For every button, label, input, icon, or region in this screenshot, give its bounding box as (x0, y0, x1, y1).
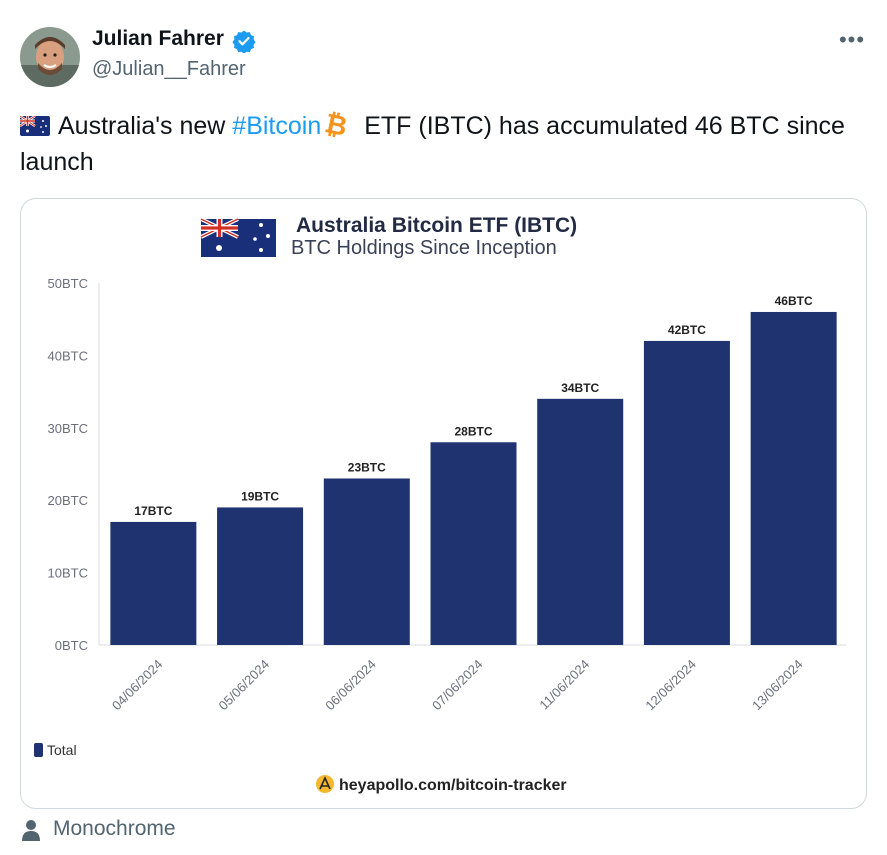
bar (750, 311, 837, 645)
bar-data-label: 34BTC (561, 381, 599, 395)
x-tick-label: 06/06/2024 (322, 657, 379, 714)
source-logo-icon (316, 775, 334, 793)
hashtag-link[interactable]: #Bitcoin (232, 112, 322, 140)
legend-swatch (34, 743, 43, 757)
bar-data-label: 28BTC (454, 424, 492, 438)
tweet-text: Australia's new #Bitcoin₿ ETF (IBTC) has… (20, 107, 860, 180)
verified-badge-icon (232, 30, 256, 53)
x-tick-label: 12/06/2024 (642, 657, 699, 714)
bar-data-label: 23BTC (348, 460, 386, 474)
y-tick-label: 20BTC (48, 493, 88, 508)
author-handle[interactable]: @Julian__Fahrer (92, 58, 246, 80)
bitcoin-icon: ₿ (322, 108, 351, 142)
more-options-button[interactable]: ••• (834, 28, 870, 52)
source-link[interactable]: heyapollo.com/bitcoin-tracker (339, 777, 567, 794)
bar (323, 478, 410, 645)
x-tick-label: 05/06/2024 (216, 657, 273, 714)
bar-data-label: 42BTC (668, 323, 706, 337)
bar-data-label: 19BTC (241, 489, 279, 503)
avatar[interactable] (20, 27, 80, 87)
y-tick-label: 40BTC (48, 348, 88, 363)
y-tick-label: 10BTC (48, 566, 88, 581)
y-tick-label: 30BTC (48, 421, 88, 436)
y-tick-label: 0BTC (55, 638, 88, 653)
x-tick-label: 11/06/2024 (536, 657, 592, 713)
bar (217, 507, 304, 645)
x-tick-label: 07/06/2024 (429, 657, 486, 714)
author-name[interactable]: Julian Fahrer (92, 27, 224, 50)
tweet-text-before: Australia's new (58, 112, 233, 140)
tweet-media-card[interactable]: Australia Bitcoin ETF (IBTC) BTC Holding… (20, 198, 867, 809)
bar (643, 340, 730, 645)
monochrome-label[interactable]: Monochrome (53, 817, 176, 840)
bar-data-label: 17BTC (134, 504, 172, 518)
chart-flag-icon (200, 217, 276, 257)
person-icon (22, 820, 40, 841)
chart-title: Australia Bitcoin ETF (IBTC) (296, 214, 577, 237)
more-horizontal-icon: ••• (838, 27, 866, 52)
legend-label: Total (47, 742, 77, 758)
bar (110, 521, 197, 645)
bar (537, 398, 624, 645)
tweet-text-after: ETF (IBTC) has accumulated 46 BTC since … (20, 112, 845, 176)
bar-chart: Australia Bitcoin ETF (IBTC) BTC Holding… (34, 214, 846, 794)
bar-data-label: 46BTC (775, 294, 813, 308)
bar (430, 442, 517, 645)
australia-flag-icon (20, 116, 50, 136)
x-tick-label: 13/06/2024 (749, 657, 806, 714)
chart-subtitle: BTC Holdings Since Inception (291, 237, 557, 259)
x-tick-label: 04/06/2024 (109, 657, 166, 714)
y-tick-label: 50BTC (48, 276, 88, 291)
